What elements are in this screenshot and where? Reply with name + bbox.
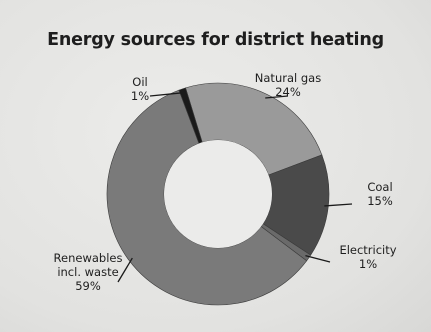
- leader-line-oil: [149, 92, 184, 97]
- leader-line-electricity: [305, 255, 331, 263]
- leader-line-natural-gas: [265, 95, 289, 99]
- data-label-coal: Coal 15%: [367, 180, 393, 208]
- donut-hole: [164, 140, 272, 248]
- chart-title: Energy sources for district heating: [47, 30, 384, 50]
- data-label-oil: Oil 1%: [131, 75, 149, 103]
- data-label-electricity: Electricity 1%: [339, 243, 396, 271]
- leader-line-renewables-incl-waste: [117, 257, 133, 283]
- data-label-natural-gas: Natural gas 24%: [255, 71, 321, 99]
- leader-line-coal: [324, 203, 353, 207]
- data-label-renewables-incl-waste: Renewables incl. waste 59%: [54, 251, 123, 293]
